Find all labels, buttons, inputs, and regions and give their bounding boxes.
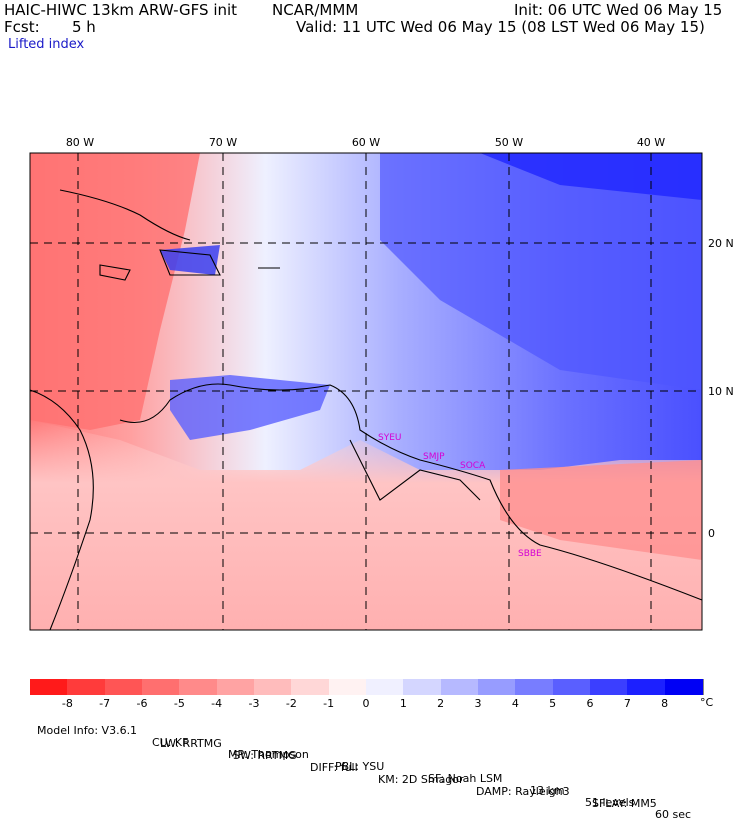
lon-label-40w: 40 W: [637, 136, 665, 149]
colorbar-tick-label: 0: [362, 697, 370, 710]
colorbar-swatch: [328, 679, 368, 695]
colorbar-swatch: [216, 679, 256, 695]
lon-label-60w: 60 W: [352, 136, 380, 149]
station-smjp: SMJP: [423, 452, 445, 462]
west-red-region: [30, 153, 200, 430]
lat-label-10n: 10 N: [708, 385, 734, 398]
lon-label-70w: 70 W: [209, 136, 237, 149]
colorbar-tick-label: -4: [211, 697, 223, 710]
colorbar-tick-label: -2: [285, 697, 297, 710]
colorbar-swatch: [590, 679, 629, 695]
colorbar-swatch: [627, 679, 667, 695]
damping-option: DAMP: Rayleigh3: [476, 785, 570, 798]
colorbar-tick-label: -8: [61, 697, 73, 710]
colorbar-swatch: [366, 679, 405, 695]
central-america-coast: [29, 389, 94, 631]
colorbar-tick-label: 8: [661, 697, 669, 710]
colorbar-swatch: [254, 679, 293, 695]
strong-blue-core: [480, 153, 702, 200]
model-version: Model Info: V3.6.1: [37, 724, 138, 737]
colorbar-swatch: [291, 679, 331, 695]
colorbar-tick-label: -6: [136, 697, 148, 710]
footer-line-1: Model Info: V3.6.1 CU: KF MP: Thompson P…: [30, 713, 691, 821]
station-soca: SOCA: [460, 461, 486, 471]
map-frame: [29, 152, 703, 631]
lat-lon-grid: [30, 153, 702, 630]
south-america-coast: [119, 383, 703, 601]
colorbar-swatch: [515, 679, 555, 695]
model-title: HAIC-HIWC 13km ARW-GFS init: [4, 1, 238, 19]
colorbar-swatch: [179, 679, 219, 695]
station-sbbe: SBBE: [518, 549, 542, 559]
forecast-hour: 5 h: [72, 18, 96, 36]
northeast-blue-region: [380, 153, 702, 390]
guiana-borders: [349, 439, 481, 501]
hispaniola-coast: [159, 249, 221, 276]
longwave-scheme: LW: RRTMG: [160, 737, 222, 750]
colorbar-swatch: [67, 679, 107, 695]
colorbar-swatch: [142, 679, 181, 695]
colorbar-tick-label: 4: [511, 697, 519, 710]
colorbar-tick-label: 3: [474, 697, 482, 710]
cuba-coast: [59, 189, 191, 241]
init-time: Init: 06 UTC Wed 06 May 15: [514, 1, 723, 19]
colorbar-swatch: [440, 679, 480, 695]
colorbar-tick-label: -7: [99, 697, 111, 710]
shortwave-scheme: SW: RRTMG: [233, 749, 297, 762]
colorbar-tick-label: 5: [549, 697, 557, 710]
lon-label-80w: 80 W: [66, 136, 94, 149]
forecast-label: Fcst:: [4, 18, 40, 36]
colorbar-tick-label: 6: [586, 697, 594, 710]
colorbar-swatch: [104, 679, 144, 695]
coastlines: [29, 189, 703, 631]
colorbar-tick-label: -5: [173, 697, 185, 710]
lon-label-50w: 50 W: [495, 136, 523, 149]
colorbar-tick-label: -3: [248, 697, 260, 710]
valid-time: Valid: 11 UTC Wed 06 May 15 (08 LST Wed …: [296, 18, 705, 36]
jamaica-coast: [99, 264, 131, 281]
org-label: NCAR/MMM: [272, 1, 359, 19]
km-option: KM: 2D Smagor: [378, 773, 464, 786]
surface-layer-option: SFLAY: MM5: [592, 797, 657, 810]
diffusion-option: DIFF: full: [310, 761, 358, 774]
colorbar-swatch: [30, 679, 69, 695]
lat-label-0: 0: [708, 527, 715, 540]
lifted-index-map: 80 W 70 W 60 W 50 W 40 W 20 N 10 N 0 SYE…: [29, 136, 734, 631]
station-syeu: SYEU: [378, 433, 401, 443]
colorbar-tick-label: 7: [623, 697, 631, 710]
lat-label-20n: 20 N: [708, 237, 734, 250]
hispaniola-blue-patch: [160, 245, 220, 275]
colorbar-swatch: [403, 679, 443, 695]
colorbar-unit: °C: [700, 696, 714, 709]
colorbar-swatch: [478, 679, 517, 695]
colorbar-swatch: [664, 679, 704, 695]
field-name: Lifted index: [8, 37, 85, 52]
colorbar-tick-label: 2: [437, 697, 445, 710]
colorbar-tick-label: -1: [323, 697, 335, 710]
colorbar-tick-label: 1: [399, 697, 407, 710]
timestep: 60 sec: [655, 808, 692, 821]
footer-line-2: LW: RRTMG SW: RRTMG DIFF: full KM: 2D Sm…: [153, 726, 657, 810]
colorbar-swatch: [552, 679, 592, 695]
